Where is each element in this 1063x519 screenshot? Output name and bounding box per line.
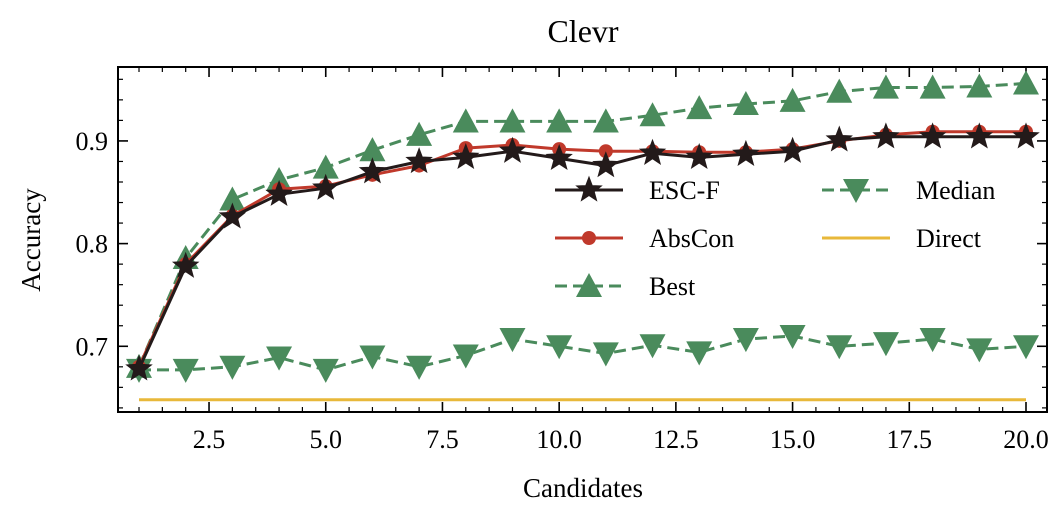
x-tick-label: 5.0: [309, 425, 342, 454]
series-point-best: [312, 154, 339, 179]
series-point-esc-f: [265, 179, 293, 206]
legend-item-best: Best: [555, 272, 696, 301]
series-point-esc-f: [125, 354, 153, 381]
x-tick-label: 12.5: [653, 425, 699, 454]
x-tick-label: 7.5: [426, 425, 459, 454]
series-point-median: [592, 342, 619, 367]
series-point-esc-f: [218, 202, 247, 229]
legend-item-direct: Direct: [822, 224, 982, 253]
legend-item-esc-f: ESC-F: [555, 175, 720, 205]
series-line-abscon: [137, 130, 1026, 368]
legend-marker-median: [843, 178, 869, 203]
legend-label-abscon: AbsCon: [649, 224, 734, 253]
legend-item-abscon: AbsCon: [555, 224, 734, 253]
y-tick-label: 0.9: [76, 127, 109, 156]
axis-ticks: 2.5 5.0 7.5 10.0 12.5 15.0 17.5 20.0 0.7 0.8 0.9: [76, 67, 1049, 454]
series-point-abscon: [598, 144, 613, 159]
series-point-median: [406, 355, 433, 380]
series-point-esc-f: [825, 125, 853, 152]
series-point-median: [266, 346, 293, 371]
legend-label-best: Best: [649, 272, 696, 301]
series-point-esc-f: [592, 151, 620, 178]
series-point-median: [452, 344, 479, 369]
series-point-esc-f: [452, 142, 480, 170]
series-point-best: [872, 74, 899, 99]
x-tick-label: 15.0: [770, 425, 816, 454]
series-point-best: [966, 73, 993, 98]
series-point-best: [732, 90, 759, 116]
chart-title: Clevr: [547, 13, 618, 49]
series-point-esc-f: [545, 143, 573, 171]
series-point-esc-f: [918, 122, 947, 149]
series-point-esc-f: [872, 122, 900, 149]
series-point-median: [219, 355, 246, 380]
x-tick-label: 10.0: [536, 425, 582, 454]
series-point-median: [546, 335, 573, 360]
series-point-median: [172, 358, 199, 383]
series-layer: [125, 70, 1040, 402]
legend: ESC-F AbsCon Best Median Direct: [555, 175, 995, 301]
series-point-median: [1012, 335, 1039, 360]
series-point-best: [266, 166, 293, 191]
x-axis-label: Candidates: [523, 473, 643, 503]
series-point-esc-f: [638, 138, 667, 165]
y-tick-label: 0.8: [76, 230, 109, 259]
x-tick-label: 17.5: [887, 425, 933, 454]
legend-marker-esc-f: [575, 175, 603, 202]
legend-label-direct: Direct: [916, 224, 982, 253]
series-point-median: [639, 334, 666, 359]
series-point-best: [686, 95, 713, 120]
plot-frame: [117, 66, 1048, 413]
series-point-median: [312, 358, 339, 383]
series-point-esc-f: [732, 139, 760, 166]
y-tick-label: 0.7: [76, 332, 109, 361]
series-point-median: [966, 338, 993, 363]
series-point-best: [359, 137, 386, 162]
series-point-best: [546, 108, 573, 133]
series-point-esc-f: [312, 173, 340, 200]
series-best: [126, 70, 1039, 378]
series-point-best: [1012, 70, 1039, 95]
series-point-median: [779, 324, 806, 350]
series-point-median: [826, 335, 853, 360]
series-point-best: [592, 108, 619, 133]
legend-label-esc-f: ESC-F: [649, 176, 720, 205]
series-point-median: [732, 328, 759, 353]
series-point-best: [499, 108, 526, 133]
series-point-median: [359, 345, 386, 370]
series-median: [126, 324, 1039, 383]
legend-marker-abscon: [582, 231, 596, 245]
series-point-esc-f: [778, 136, 807, 163]
series-point-best: [452, 108, 479, 133]
series-line-best: [137, 81, 1027, 368]
series-point-best: [406, 121, 433, 146]
series-point-median: [919, 328, 946, 353]
series-point-median: [499, 328, 526, 353]
series-point-median: [686, 341, 713, 366]
y-axis-label: Accuracy: [16, 188, 46, 292]
legend-marker-best: [576, 273, 602, 298]
series-point-best: [919, 74, 946, 99]
series-point-esc-f: [1012, 122, 1040, 149]
series-point-median: [872, 332, 899, 357]
series-point-best: [639, 102, 666, 127]
series-point-esc-f: [965, 122, 994, 149]
legend-item-median: Median: [822, 176, 995, 205]
series-line-median: [139, 334, 1027, 372]
series-point-best: [826, 78, 853, 103]
legend-label-median: Median: [916, 176, 995, 205]
x-tick-label: 20.0: [1003, 425, 1049, 454]
series-point-best: [779, 87, 806, 112]
series-point-esc-f: [171, 251, 200, 278]
x-tick-label: 2.5: [193, 425, 226, 454]
series-point-esc-f: [685, 142, 713, 170]
series-point-best: [219, 186, 246, 211]
series-point-esc-f: [358, 157, 387, 184]
series-point-esc-f: [405, 147, 433, 174]
series-point-esc-f: [498, 136, 527, 163]
series-esc-f: [125, 122, 1040, 381]
